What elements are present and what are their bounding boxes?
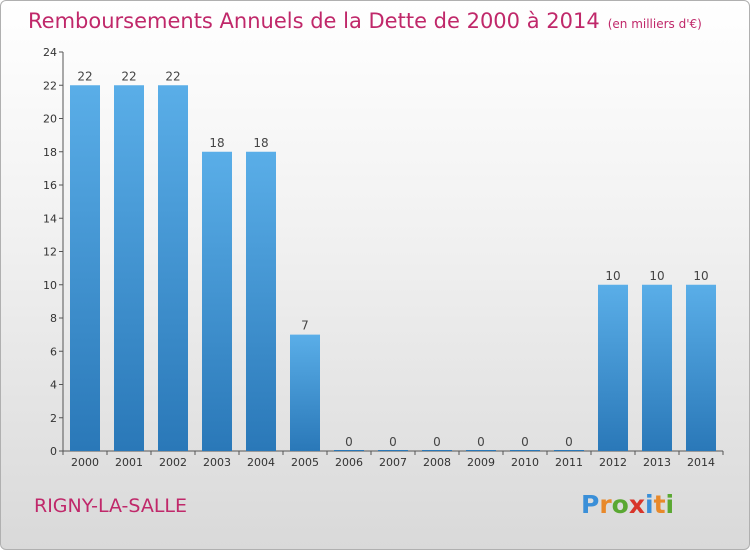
logo-letter: t [653, 490, 666, 519]
bar [114, 85, 144, 451]
y-tick-label: 10 [43, 279, 57, 292]
data-label: 22 [165, 69, 180, 83]
place-name: RIGNY-LA-SALLE [34, 495, 187, 517]
logo-letter: P [581, 490, 600, 519]
bar [158, 85, 188, 451]
data-label: 0 [433, 435, 441, 449]
proxiti-logo: Proxiti [581, 490, 674, 519]
logo-letter: i [645, 490, 654, 519]
data-label: 7 [301, 319, 309, 333]
x-tick-label: 2009 [467, 456, 495, 469]
data-label: 0 [521, 435, 529, 449]
x-tick-label: 2004 [247, 456, 275, 469]
logo-letter: r [599, 490, 612, 519]
data-label: 10 [693, 269, 708, 283]
y-tick-label: 20 [43, 113, 57, 126]
chart-title: Remboursements Annuels de la Dette de 20… [28, 9, 702, 33]
data-label: 0 [389, 435, 397, 449]
y-tick-label: 6 [50, 345, 57, 358]
x-tick-label: 2012 [599, 456, 627, 469]
data-label: 22 [77, 69, 92, 83]
chart-subtitle: (en milliers d'€) [607, 17, 702, 31]
bar [202, 151, 232, 451]
x-tick-label: 2007 [379, 456, 407, 469]
logo-letter: o [611, 490, 629, 519]
data-label: 0 [565, 435, 573, 449]
data-label: 0 [345, 435, 353, 449]
y-tick-label: 14 [43, 212, 57, 225]
y-tick-label: 4 [50, 379, 57, 392]
logo-letter: i [665, 490, 675, 519]
y-tick-label: 24 [43, 46, 57, 59]
y-tick-label: 2 [50, 412, 57, 425]
x-tick-label: 2013 [643, 456, 671, 469]
x-tick-label: 2002 [159, 456, 187, 469]
x-tick-label: 2010 [511, 456, 539, 469]
x-tick-label: 2001 [115, 456, 143, 469]
y-tick-label: 8 [50, 312, 57, 325]
x-tick-label: 2006 [335, 456, 363, 469]
data-label: 10 [649, 269, 664, 283]
data-label: 22 [121, 69, 136, 83]
x-tick-label: 2008 [423, 456, 451, 469]
x-tick-label: 2000 [71, 456, 99, 469]
y-tick-label: 18 [43, 146, 57, 159]
x-tick-label: 2014 [687, 456, 715, 469]
y-tick-label: 16 [43, 179, 57, 192]
data-label: 18 [253, 136, 268, 150]
x-tick-label: 2005 [291, 456, 319, 469]
data-label: 18 [209, 136, 224, 150]
bar [246, 151, 276, 451]
x-tick-label: 2011 [555, 456, 583, 469]
bar [290, 334, 320, 451]
chart-title-text: Remboursements Annuels de la Dette de 20… [28, 9, 600, 33]
y-tick-label: 0 [50, 445, 57, 458]
logo-letter: x [628, 490, 645, 519]
data-label: 10 [605, 269, 620, 283]
bar [598, 284, 628, 451]
data-label: 0 [477, 435, 485, 449]
bar [686, 284, 716, 451]
y-tick-label: 12 [43, 246, 57, 259]
bar [642, 284, 672, 451]
bar [70, 85, 100, 451]
x-tick-label: 2003 [203, 456, 231, 469]
y-tick-label: 22 [43, 79, 57, 92]
